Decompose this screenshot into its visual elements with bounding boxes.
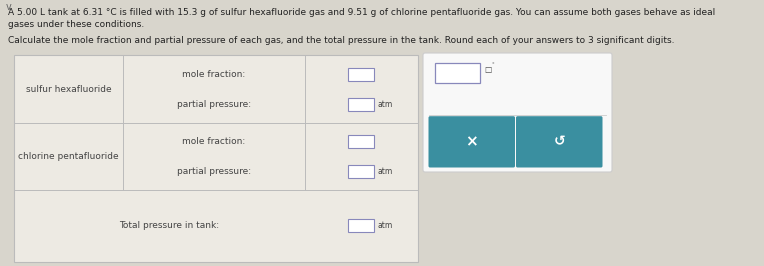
Text: A 5.00 L tank at 6.31 °C is filled with 15.3 g of sulfur hexafluoride gas and 9.: A 5.00 L tank at 6.31 °C is filled with …: [8, 8, 715, 17]
Text: mole fraction:: mole fraction:: [183, 137, 245, 146]
Bar: [348, 164, 374, 177]
Text: v: v: [6, 2, 11, 12]
Bar: [348, 68, 374, 81]
Text: ↺: ↺: [553, 135, 565, 149]
Text: atm: atm: [377, 221, 393, 230]
Bar: [14, 55, 418, 262]
FancyBboxPatch shape: [516, 116, 603, 168]
Bar: [348, 219, 374, 232]
Text: mole fraction:: mole fraction:: [183, 70, 245, 79]
FancyBboxPatch shape: [429, 116, 515, 168]
Text: Calculate the mole fraction and partial pressure of each gas, and the total pres: Calculate the mole fraction and partial …: [8, 36, 675, 45]
Text: Total pressure in tank:: Total pressure in tank:: [119, 221, 219, 230]
Bar: [348, 98, 374, 111]
FancyBboxPatch shape: [423, 53, 612, 172]
Text: partial pressure:: partial pressure:: [177, 167, 251, 176]
Text: partial pressure:: partial pressure:: [177, 100, 251, 109]
Text: °: °: [492, 62, 495, 67]
Text: □: □: [484, 65, 491, 74]
Text: ×: ×: [465, 134, 478, 149]
Text: atm: atm: [377, 167, 393, 176]
Text: sulfur hexafluoride: sulfur hexafluoride: [26, 85, 112, 94]
Text: gases under these conditions.: gases under these conditions.: [8, 20, 144, 29]
Bar: [348, 135, 374, 148]
Text: chlorine pentafluoride: chlorine pentafluoride: [18, 152, 119, 161]
Bar: [435, 63, 480, 83]
Text: atm: atm: [377, 100, 393, 109]
